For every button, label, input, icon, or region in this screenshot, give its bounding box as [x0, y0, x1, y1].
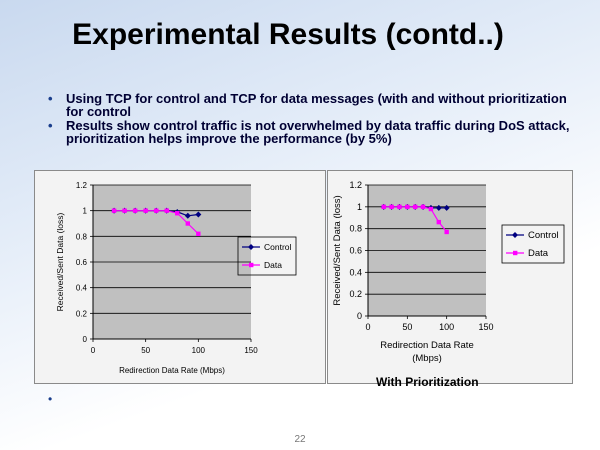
bullet-item: • Using TCP for control and TCP for data…	[46, 92, 586, 118]
bullet-dot-icon: •	[48, 118, 53, 133]
legend-label: Control	[528, 230, 559, 241]
y-tick-label: 1	[357, 202, 362, 212]
x-axis-label-unit: (Mbps)	[412, 353, 442, 364]
legend-marker	[248, 244, 254, 250]
x-tick-label: 0	[365, 322, 370, 332]
data-point-control	[435, 204, 442, 211]
data-point-data	[420, 204, 426, 210]
chart-svg-0: 0 0.2 0.4 0.6 0.8 1 1.2 0 50 100 150 Received/Sent …	[55, 181, 297, 375]
bullet-text: Results show control traffic is not over…	[66, 118, 570, 146]
data-point-data	[389, 204, 394, 210]
y-tick-label: 0.8	[76, 232, 88, 241]
data-point-data	[154, 208, 159, 213]
data-point-control	[443, 204, 450, 211]
data-point-control	[195, 211, 202, 218]
y-tick-label: 0.4	[349, 267, 362, 277]
y-axis-label: Received/Sent Data (loss)	[332, 195, 343, 305]
legend-marker	[249, 262, 254, 268]
data-point-data	[111, 208, 117, 213]
y-tick-label: 1	[83, 207, 88, 216]
y-tick-label: 1.2	[76, 181, 88, 190]
y-tick-label: 1.2	[349, 180, 362, 190]
x-tick-label: 0	[91, 346, 96, 355]
legend-box	[237, 236, 297, 276]
y-tick-label: 0.6	[349, 246, 362, 256]
y-tick-label: 0.6	[76, 258, 88, 267]
y-tick-label: 0.4	[76, 284, 88, 293]
data-point-data	[122, 208, 127, 213]
bullet-text: Using TCP for control and TCP for data m…	[66, 91, 567, 119]
x-tick-label: 150	[478, 322, 493, 332]
chart-with-prioritization: 0 0.2 0.4 0.6 0.8 1 1.2 0 50 100 150 Received/Sent …	[327, 170, 573, 384]
data-point-data	[175, 211, 180, 216]
data-point-data	[436, 219, 441, 225]
data-point-data	[413, 204, 418, 210]
data-point-data	[185, 221, 190, 226]
y-tick-label: 0	[83, 335, 88, 344]
x-tick-label: 100	[439, 322, 454, 332]
legend-box	[501, 224, 565, 264]
data-point-control	[184, 212, 191, 219]
x-axis-label: Redirection Data Rate (Mbps)	[119, 366, 225, 375]
data-point-data	[196, 231, 201, 236]
bullet-list: • Using TCP for control and TCP for data…	[46, 92, 586, 146]
legend-label: Control	[264, 242, 292, 252]
slide-title: Experimental Results (contd..)	[72, 18, 504, 51]
chart-caption: With Prioritization	[376, 375, 479, 389]
x-axis-label: Redirection Data Rate	[380, 340, 473, 351]
x-tick-label: 50	[141, 346, 150, 355]
chart-svg-1: 0 0.2 0.4 0.6 0.8 1 1.2 0 50 100 150 Received/Sent …	[332, 180, 565, 364]
data-point-data	[164, 208, 169, 213]
data-point-data	[444, 229, 449, 235]
empty-bullet-icon: •	[48, 392, 53, 406]
y-tick-label: 0.2	[76, 309, 88, 318]
data-point-data	[143, 208, 148, 213]
x-tick-label: 150	[244, 346, 258, 355]
bullet-item: • Results show control traffic is not ov…	[46, 119, 586, 145]
legend-label: Data	[528, 248, 549, 259]
legend-label: Data	[264, 260, 282, 270]
bullet-dot-icon: •	[48, 91, 53, 106]
legend-marker	[512, 232, 518, 238]
data-point-data	[132, 208, 138, 213]
y-tick-label: 0	[357, 311, 362, 321]
y-tick-label: 0.8	[349, 224, 362, 234]
x-tick-label: 50	[402, 322, 412, 332]
page-number: 22	[294, 434, 306, 445]
chart-without-prioritization: 0 0.2 0.4 0.6 0.8 1 1.2 0 50 100 150 Received/Sent …	[34, 170, 326, 384]
y-tick-label: 0.2	[349, 289, 362, 299]
y-axis-label: Received/Sent Data (loss)	[55, 212, 65, 311]
data-point-data	[428, 206, 434, 212]
data-point-data	[397, 204, 402, 210]
data-point-data	[405, 204, 410, 210]
x-tick-label: 100	[192, 346, 206, 355]
data-point-data	[381, 204, 386, 210]
legend-marker	[513, 250, 518, 256]
